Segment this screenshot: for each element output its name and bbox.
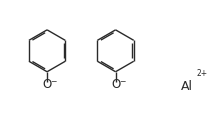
Text: −: − [119, 77, 125, 86]
Text: −: − [50, 77, 57, 86]
Text: Al: Al [181, 80, 193, 93]
Text: O: O [111, 78, 120, 91]
Text: 2+: 2+ [196, 69, 207, 78]
Text: O: O [42, 78, 52, 91]
